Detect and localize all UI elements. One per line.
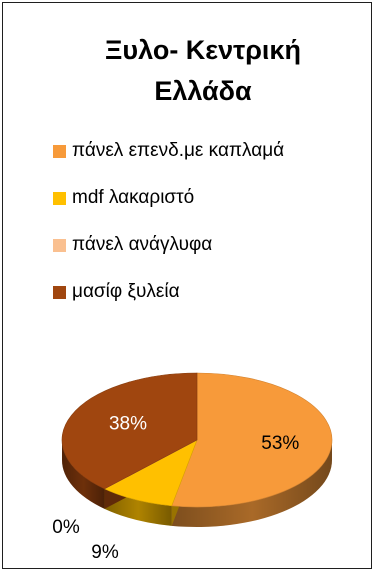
legend-swatch-solid-wood <box>53 285 66 299</box>
chart-title-line2: Ελλάδα <box>154 76 252 106</box>
legend-swatch-embossed-panel <box>53 238 66 252</box>
legend-item-veneer-panel: πάνελ επενδ.με καπλαμά <box>53 136 284 166</box>
pie-data-labels: 53% 9% 0% 38% <box>52 413 299 563</box>
slice-solid-wood <box>61 372 198 490</box>
legend-label-embossed-panel: πάνελ ανάγλυφα <box>72 234 213 255</box>
legend-item-solid-wood: μασίφ ξυλεία <box>53 277 180 307</box>
slice-solid-wood-label: 38% <box>109 413 147 434</box>
legend-item-lacquered-mdf: mdf λακαριστό <box>53 183 194 213</box>
slice-veneer-panel <box>171 372 333 508</box>
legend-swatch-lacquered-mdf <box>53 191 66 205</box>
pie-slices <box>61 372 333 508</box>
slice-veneer-panel-label: 53% <box>261 433 299 454</box>
legend-item-embossed-panel: πάνελ ανάγλυφα <box>53 230 212 260</box>
legend-label-lacquered-mdf: mdf λακαριστό <box>72 187 195 208</box>
legend-label-veneer-panel: πάνελ επενδ.με καπλαμά <box>72 140 285 161</box>
chart-title-line1: Ξυλο- Κεντρική <box>105 35 301 65</box>
slice-embossed-panel-label: 0% <box>52 517 80 538</box>
legend-label-solid-wood: μασίφ ξυλεία <box>72 281 180 302</box>
slice-lacquered-mdf-label: 9% <box>91 542 119 563</box>
legend-swatch-veneer-panel <box>53 144 66 158</box>
